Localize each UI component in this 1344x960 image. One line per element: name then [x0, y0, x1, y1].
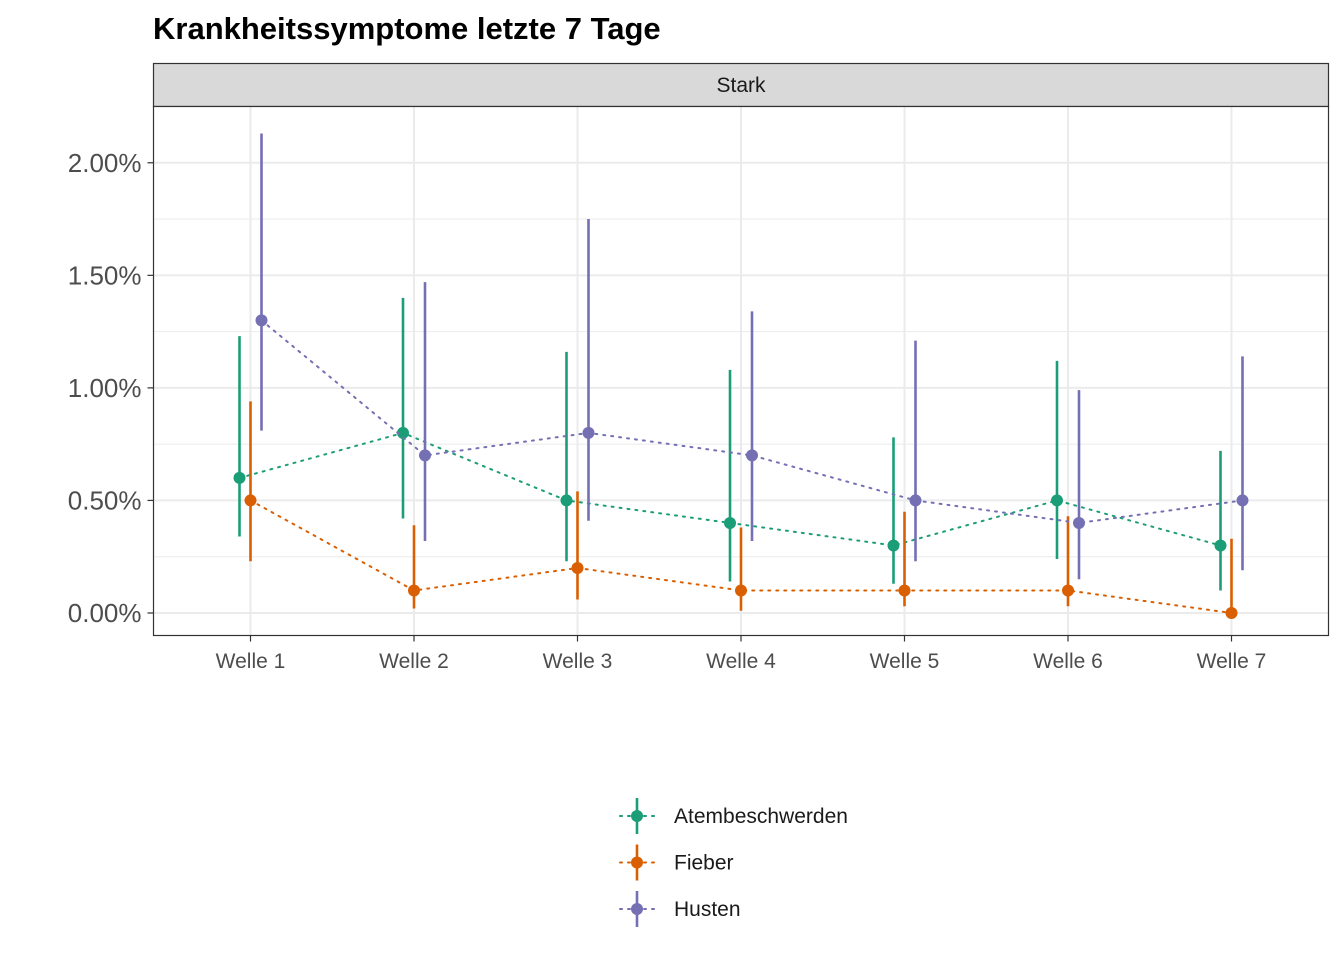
facet-label: Stark	[716, 74, 766, 97]
x-tick-label: Welle 5	[870, 650, 940, 673]
data-point	[909, 494, 922, 507]
y-axis: 0.00% 0.50% 1.00% 1.50% 2.00%	[68, 148, 154, 628]
chart-title: Krankheitssymptome letzte 7 Tage	[153, 11, 661, 46]
y-tick-label: 1.00%	[68, 373, 142, 403]
data-point	[560, 494, 573, 507]
data-point	[1236, 494, 1249, 507]
legend-item: Husten	[619, 891, 741, 927]
x-tick-label: Welle 7	[1197, 650, 1267, 673]
data-point	[1062, 584, 1074, 597]
x-tick-label: Welle 4	[706, 650, 776, 673]
data-point	[724, 516, 736, 529]
legend-label: Fieber	[674, 852, 734, 875]
legend-item: Fieber	[619, 844, 734, 881]
legend-item: Atembeschwerden	[619, 798, 848, 834]
x-tick-label: Welle 2	[379, 650, 449, 673]
data-point	[233, 471, 246, 484]
data-point	[244, 494, 257, 507]
data-point	[582, 426, 595, 439]
x-axis: Welle 1 Welle 2 Welle 3 Welle 4 Welle 5 Welle…	[216, 635, 1267, 673]
data-point	[746, 449, 758, 462]
data-point	[571, 561, 584, 574]
data-point	[898, 584, 911, 597]
grid-lines	[153, 106, 1329, 636]
legend-key-point	[631, 856, 643, 869]
y-tick-label: 1.50%	[68, 260, 142, 290]
series-husten	[255, 133, 1249, 580]
data-point	[1073, 516, 1085, 529]
x-tick-label: Welle 3	[543, 650, 613, 673]
y-tick-label: 2.00%	[68, 148, 142, 178]
data-point	[1225, 606, 1238, 619]
x-tick-label: Welle 1	[216, 650, 286, 673]
legend: Atembeschwerden Fieber Husten	[619, 798, 848, 927]
data-point	[408, 584, 420, 597]
series-fieber	[244, 401, 1238, 619]
data-point	[735, 584, 747, 597]
data-point	[1214, 539, 1227, 552]
y-tick-label: 0.50%	[68, 485, 142, 515]
data-series	[233, 133, 1249, 619]
data-point	[255, 314, 268, 327]
y-tick-label: 0.00%	[68, 598, 142, 628]
legend-key-point	[631, 903, 643, 915]
series-atembeschwerden	[233, 297, 1227, 591]
data-point	[397, 426, 409, 439]
legend-key-point	[631, 810, 643, 822]
legend-label: Atembeschwerden	[674, 805, 848, 828]
x-tick-label: Welle 6	[1033, 650, 1103, 673]
data-point	[419, 449, 431, 462]
data-point	[887, 539, 900, 552]
facet-strip	[152, 62, 1330, 108]
legend-label: Husten	[674, 898, 741, 921]
data-point	[1051, 494, 1063, 507]
